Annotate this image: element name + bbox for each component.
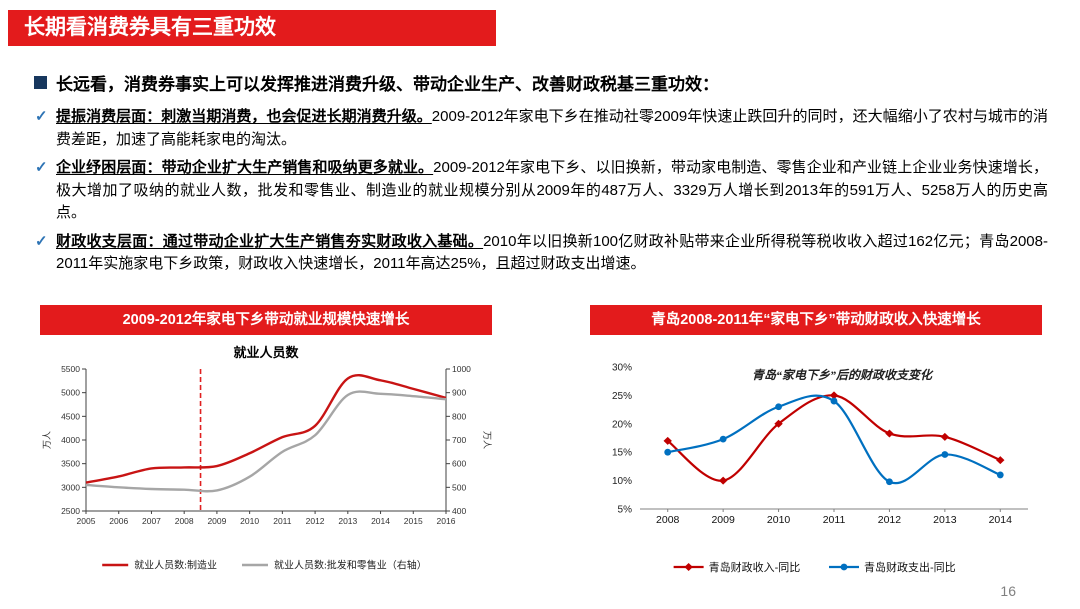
svg-text:25%: 25%	[612, 391, 632, 402]
svg-text:就业人员数: 就业人员数	[233, 345, 299, 360]
svg-text:900: 900	[452, 388, 466, 398]
svg-text:2500: 2500	[61, 506, 80, 516]
svg-text:5500: 5500	[61, 364, 80, 374]
svg-text:2007: 2007	[142, 516, 161, 526]
section-header-row: 长远看，消费券事实上可以发挥推进消费升级、带动企业生产、改善财政税基三重功效：	[34, 70, 1048, 95]
charts-row: 2009-2012年家电下乡带动就业规模快速增长 就业人员数 2500 3000 35…	[40, 305, 1042, 577]
svg-text:万人: 万人	[482, 431, 492, 449]
svg-text:2010: 2010	[240, 516, 259, 526]
svg-text:就业人员数:批发和零售业（右轴）: 就业人员数:批发和零售业（右轴）	[274, 559, 427, 572]
svg-text:2011: 2011	[823, 514, 846, 526]
svg-text:2009: 2009	[207, 516, 226, 526]
bullet-lead: 提振消费层面：刺激当期消费，也会促进长期消费升级。	[56, 108, 432, 125]
svg-text:2010: 2010	[767, 514, 791, 526]
svg-text:800: 800	[452, 411, 466, 421]
fiscal-line-chart: 青岛“家电下乡”后的财政收支变化 5% 10% 15% 20% 25% 30% 2008 200…	[612, 363, 1028, 574]
svg-text:2014: 2014	[989, 514, 1013, 526]
square-bullet-icon	[34, 76, 47, 89]
page-number: 16	[1000, 583, 1016, 599]
svg-text:就业人员数:制造业: 就业人员数:制造业	[134, 559, 217, 572]
bullet-body: 2009-2012年家电下乡、以旧换新，带动家电制造、零售企业和产业链上企业业务…	[56, 159, 1048, 221]
section-header-text: 长远看，消费券事实上可以发挥推进消费升级、带动企业生产、改善财政税基三重功效：	[56, 75, 719, 94]
svg-text:10%: 10%	[612, 476, 632, 487]
svg-text:2012: 2012	[306, 516, 325, 526]
svg-text:20%: 20%	[612, 419, 632, 430]
svg-text:5%: 5%	[618, 505, 633, 516]
fiscal-chart-panel: 青岛2008-2011年“家电下乡”带动财政收入快速增长 青岛“家电下乡”后的财…	[590, 305, 1042, 577]
bullet-body: 2010年以旧换新100亿财政补贴带来企业所得税等税收收入超过162亿元；青岛2…	[56, 232, 1048, 273]
slide-body: 长远看，消费券事实上可以发挥推进消费升级、带动企业生产、改善财政税基三重功效： …	[34, 70, 1048, 282]
svg-text:4500: 4500	[61, 411, 80, 421]
svg-text:2008: 2008	[656, 514, 680, 526]
bullet-lead: 财政收支层面：通过带动企业扩大生产销售夯实财政收入基础。	[56, 232, 484, 250]
svg-text:2015: 2015	[404, 516, 423, 526]
employment-line-chart: 就业人员数 2500 3000 3500 4000 4500 5000 5500 400 500 6…	[42, 345, 492, 572]
svg-text:30%: 30%	[612, 363, 632, 374]
svg-text:600: 600	[452, 459, 466, 469]
slide-title: 长期看消费券具有三重功效	[24, 16, 276, 39]
svg-text:2013: 2013	[933, 514, 957, 526]
svg-text:万人: 万人	[42, 431, 52, 449]
svg-text:2005: 2005	[77, 516, 96, 526]
title-banner: 长期看消费券具有三重功效	[8, 10, 496, 46]
fiscal-chart-title-banner: 青岛2008-2011年“家电下乡”带动财政收入快速增长	[590, 305, 1042, 335]
svg-text:2016: 2016	[437, 516, 456, 526]
svg-text:青岛“家电下乡”后的财政收支变化: 青岛“家电下乡”后的财政收支变化	[752, 368, 934, 382]
svg-text:2014: 2014	[371, 516, 390, 526]
svg-text:3500: 3500	[61, 459, 80, 469]
check-icon: ✓	[35, 159, 48, 176]
svg-text:500: 500	[452, 482, 466, 492]
check-icon: ✓	[35, 108, 48, 125]
svg-text:3000: 3000	[61, 482, 80, 492]
svg-text:青岛财政支出-同比: 青岛财政支出-同比	[864, 560, 956, 574]
svg-text:400: 400	[452, 506, 466, 516]
svg-text:2006: 2006	[109, 516, 128, 526]
svg-text:15%: 15%	[612, 448, 632, 459]
employment-chart-title-banner: 2009-2012年家电下乡带动就业规模快速增长	[40, 305, 492, 335]
fiscal-chart-title: 青岛2008-2011年“家电下乡”带动财政收入快速增长	[651, 312, 981, 328]
svg-text:5000: 5000	[61, 388, 80, 398]
svg-text:2013: 2013	[338, 516, 357, 526]
bullet-item-fiscal: ✓ 财政收支层面：通过带动企业扩大生产销售夯实财政收入基础。2010年以旧换新1…	[34, 231, 1048, 276]
employment-chart-title: 2009-2012年家电下乡带动就业规模快速增长	[122, 312, 410, 328]
svg-text:2008: 2008	[175, 516, 194, 526]
bullet-item-enterprise: ✓ 企业纾困层面：带动企业扩大生产销售和吸纳更多就业。2009-2012年家电下…	[34, 157, 1048, 225]
svg-text:青岛财政收入-同比: 青岛财政收入-同比	[709, 560, 801, 574]
svg-text:1000: 1000	[452, 364, 471, 374]
svg-text:2011: 2011	[273, 516, 292, 526]
employment-chart-panel: 2009-2012年家电下乡带动就业规模快速增长 就业人员数 2500 3000 35…	[40, 305, 492, 577]
svg-text:700: 700	[452, 435, 466, 445]
bullet-body: 2009-2012年家电下乡在推动社零2009年快速止跌回升的同时，还大幅缩小了…	[56, 108, 1048, 148]
bullet-item-consumption: ✓ 提振消费层面：刺激当期消费，也会促进长期消费升级。2009-2012年家电下…	[34, 106, 1048, 151]
svg-text:4000: 4000	[61, 435, 80, 445]
bullet-lead: 企业纾困层面：带动企业扩大生产销售和吸纳更多就业。	[56, 159, 434, 176]
check-icon: ✓	[35, 232, 48, 250]
svg-text:2009: 2009	[711, 514, 735, 526]
svg-text:2012: 2012	[878, 514, 902, 526]
